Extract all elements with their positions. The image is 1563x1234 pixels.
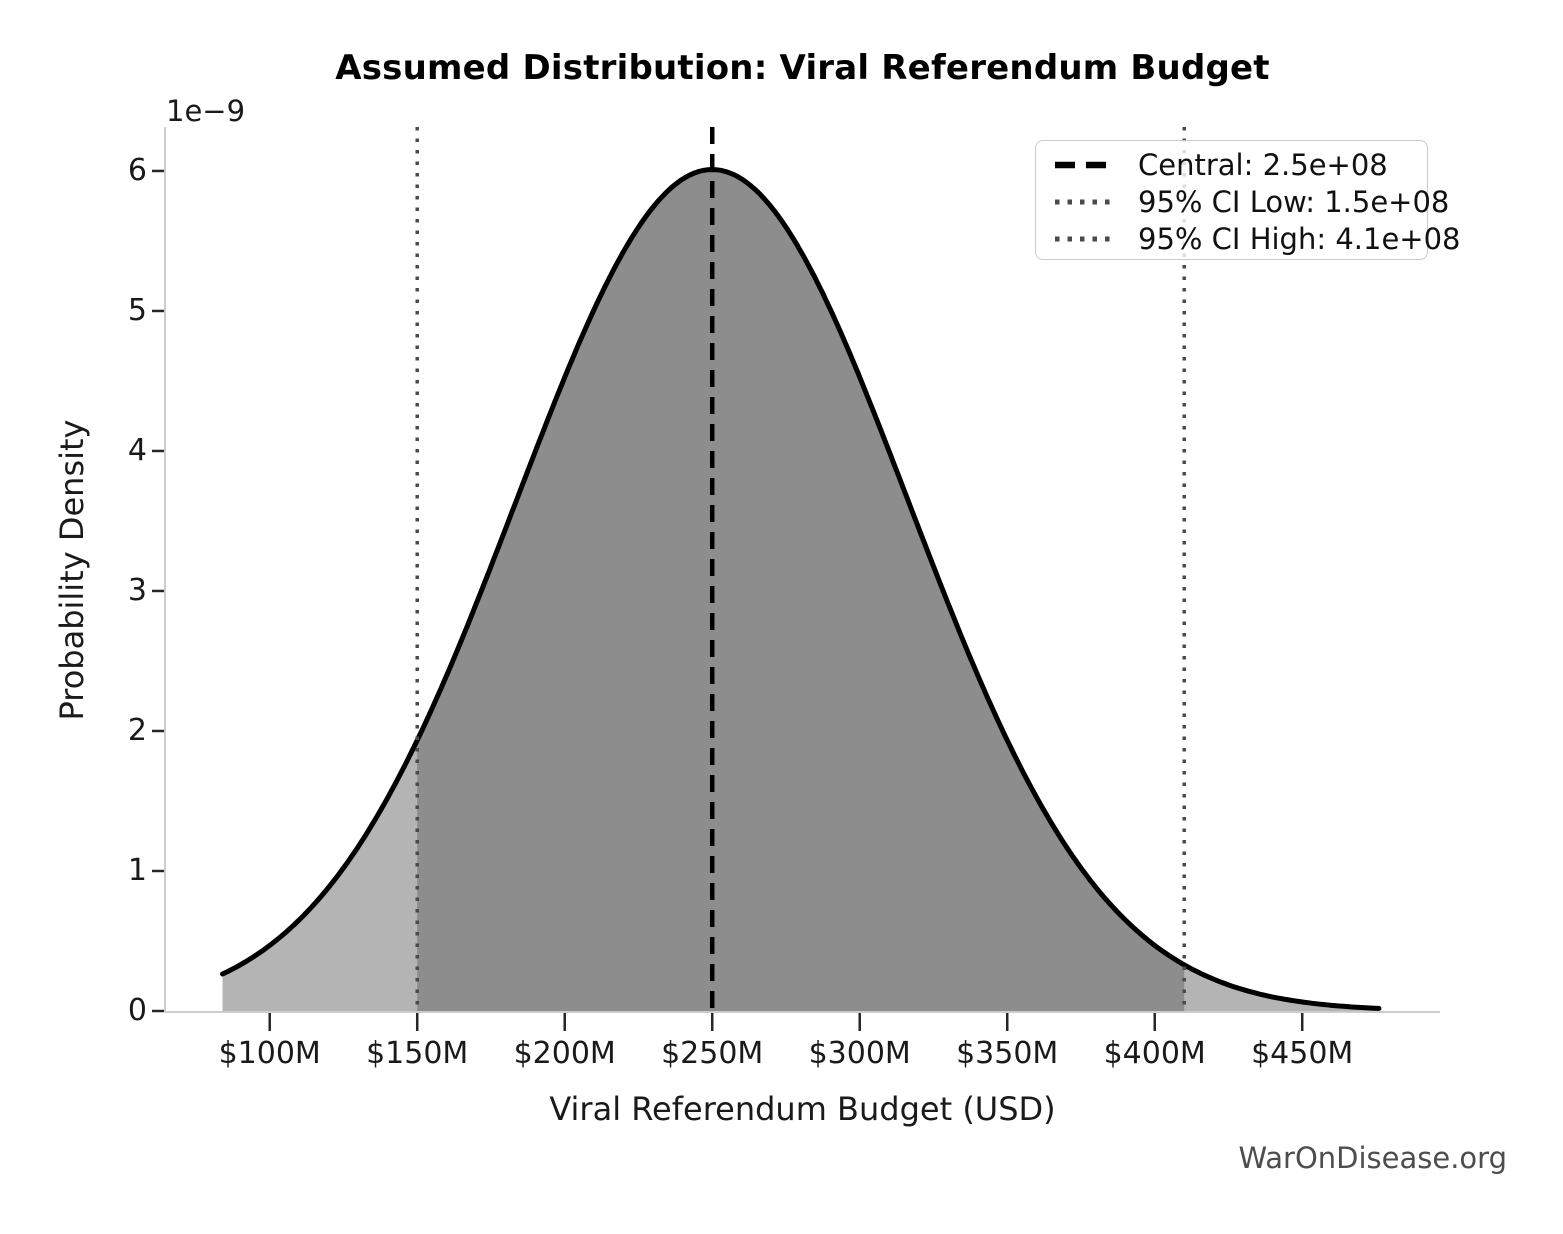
legend-item-central: Central: 2.5e+08	[1036, 146, 1427, 183]
y-tick-label: 1	[127, 853, 147, 888]
dotted-line-icon	[1055, 199, 1111, 204]
x-tick-label: $400M	[1103, 1036, 1206, 1071]
legend-item-ci-high: 95% CI High: 4.1e+08	[1036, 220, 1461, 257]
legend-item-ci-low: 95% CI Low: 1.5e+08	[1036, 183, 1449, 220]
y-tick-label: 3	[127, 573, 147, 608]
legend-label-central: Central: 2.5e+08	[1138, 147, 1388, 182]
legend-label-ci-low: 95% CI Low: 1.5e+08	[1138, 184, 1450, 219]
x-axis-label: Viral Referendum Budget (USD)	[549, 1090, 1056, 1128]
dotted-line-icon	[1055, 236, 1111, 241]
y-tick-label: 6	[127, 153, 147, 188]
watermark: WarOnDisease.org	[1238, 1141, 1507, 1175]
x-tick-label: $250M	[661, 1036, 764, 1071]
x-tick-label: $450M	[1251, 1036, 1354, 1071]
density-area-ci	[417, 169, 1185, 1012]
legend-label-ci-high: 95% CI High: 4.1e+08	[1138, 221, 1461, 256]
y-tick-label: 5	[127, 293, 147, 328]
x-tick-label: $100M	[218, 1036, 321, 1071]
x-tick-label: $300M	[808, 1036, 911, 1071]
density-curve	[220, 167, 1382, 1011]
x-tick-label: $350M	[956, 1036, 1059, 1071]
chart-title: Assumed Distribution: Viral Referendum B…	[335, 48, 1270, 88]
legend: Central: 2.5e+08 95% CI Low: 1.5e+08 95%…	[1035, 140, 1461, 260]
y-tick-label: 2	[127, 713, 147, 748]
y-axis-offset-label: 1e−9	[166, 94, 246, 128]
y-tick-label: 4	[127, 433, 147, 468]
x-tick-label: $200M	[513, 1036, 616, 1071]
dashed-line-icon	[1055, 161, 1111, 168]
x-tick-label: $150M	[366, 1036, 469, 1071]
y-tick-label: 0	[127, 993, 147, 1028]
